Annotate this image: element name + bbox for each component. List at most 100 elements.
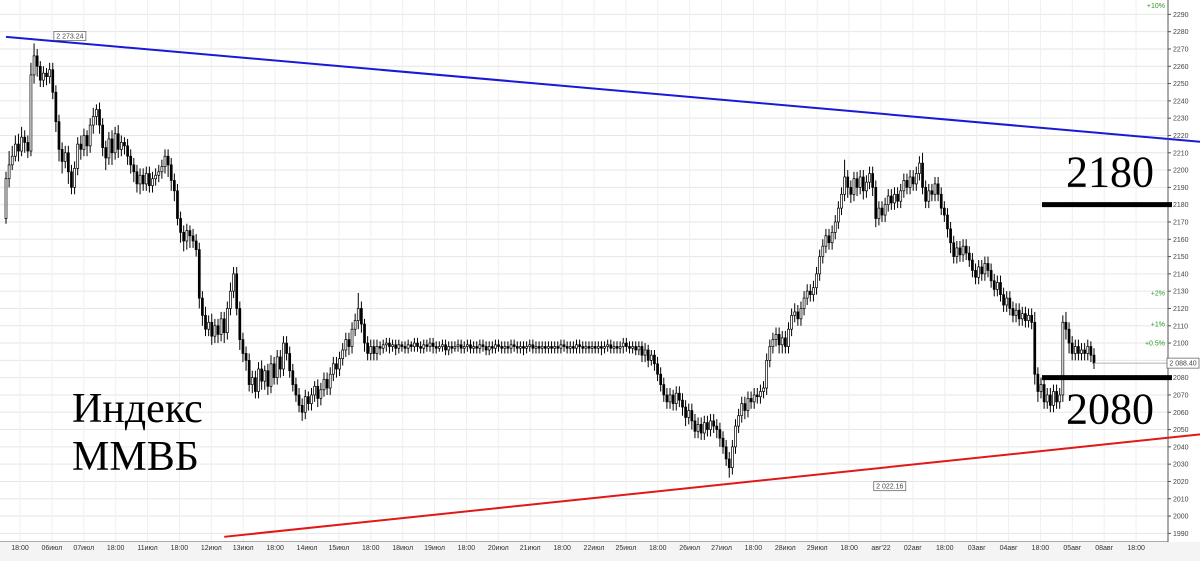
candle bbox=[840, 187, 843, 216]
candle bbox=[1070, 336, 1074, 361]
candle bbox=[519, 341, 522, 354]
candle bbox=[868, 166, 871, 190]
candle bbox=[338, 351, 341, 376]
x-tick-label: 21июл bbox=[520, 545, 541, 552]
candle bbox=[746, 391, 750, 418]
current-price-box bbox=[1166, 357, 1200, 369]
candle bbox=[908, 170, 912, 195]
candle bbox=[419, 341, 422, 354]
candle bbox=[628, 341, 631, 354]
candle bbox=[1055, 384, 1058, 409]
candle bbox=[182, 225, 186, 252]
y-tick-label: 2280 bbox=[1173, 29, 1189, 36]
candle bbox=[244, 346, 248, 371]
candle bbox=[313, 381, 316, 402]
candle bbox=[469, 339, 472, 354]
time-axis-band bbox=[0, 542, 1200, 561]
candle bbox=[790, 308, 793, 337]
candle bbox=[428, 337, 432, 352]
candle bbox=[830, 225, 834, 250]
candle bbox=[737, 408, 740, 434]
candle bbox=[1049, 388, 1052, 413]
candle bbox=[593, 341, 597, 354]
candle bbox=[668, 388, 672, 409]
candles bbox=[4, 43, 1096, 478]
x-tick-label: 28июл bbox=[775, 545, 796, 552]
candle bbox=[79, 135, 83, 160]
x-tick-label: 18:00 bbox=[553, 545, 571, 552]
candle bbox=[278, 349, 282, 378]
candle bbox=[478, 339, 482, 354]
candle bbox=[1014, 303, 1018, 323]
candle bbox=[1042, 377, 1046, 409]
candle bbox=[375, 339, 379, 361]
annotation-label: 2 022.16 bbox=[876, 484, 903, 491]
candle bbox=[964, 239, 968, 261]
x-tick-label: 22июл bbox=[584, 545, 605, 552]
candle bbox=[774, 327, 778, 347]
candle bbox=[634, 341, 638, 356]
candle bbox=[472, 341, 475, 354]
candle bbox=[7, 151, 11, 188]
candle bbox=[144, 166, 148, 191]
candle bbox=[674, 386, 678, 411]
y-tick-label: 2200 bbox=[1173, 168, 1189, 175]
candle bbox=[1077, 339, 1080, 361]
candle bbox=[487, 341, 491, 356]
candle bbox=[331, 356, 335, 382]
candle bbox=[777, 327, 781, 354]
pct-label: +0.5% bbox=[1145, 341, 1165, 348]
candle bbox=[939, 187, 943, 216]
level-label-2080: 2080 bbox=[1066, 385, 1154, 434]
candle bbox=[805, 284, 809, 306]
candle bbox=[618, 341, 622, 354]
candle bbox=[749, 391, 753, 409]
candle bbox=[14, 135, 17, 162]
candle bbox=[852, 171, 856, 202]
candle bbox=[874, 180, 878, 228]
candle bbox=[559, 339, 563, 354]
y-tick-label: 2230 bbox=[1173, 116, 1189, 123]
candle bbox=[883, 197, 887, 222]
candle bbox=[1008, 291, 1012, 316]
candle bbox=[824, 228, 828, 254]
candle bbox=[494, 339, 497, 354]
candle bbox=[528, 339, 532, 352]
candle bbox=[837, 201, 840, 229]
candle bbox=[344, 332, 348, 357]
x-tick-label: 18:00 bbox=[1127, 545, 1145, 552]
candle bbox=[961, 239, 965, 262]
candle bbox=[179, 211, 182, 243]
y-tick-label: 2240 bbox=[1173, 98, 1189, 105]
candle bbox=[197, 242, 201, 309]
candle bbox=[1089, 341, 1093, 363]
candle bbox=[104, 140, 108, 171]
candle bbox=[10, 145, 14, 171]
x-tick-label: 18:00 bbox=[745, 545, 763, 552]
candle bbox=[157, 164, 161, 183]
candle bbox=[126, 138, 129, 165]
candle bbox=[101, 118, 104, 157]
candle bbox=[846, 170, 850, 198]
candle bbox=[924, 180, 928, 209]
candle bbox=[515, 341, 519, 354]
candle bbox=[20, 126, 23, 157]
candle bbox=[625, 337, 628, 352]
candle bbox=[425, 339, 429, 352]
x-tick-label: 20июл bbox=[488, 545, 509, 552]
y-tick-label: 2110 bbox=[1173, 323, 1188, 330]
x-tick-label: 13июл bbox=[233, 545, 254, 552]
candle bbox=[207, 315, 210, 337]
y-tick-label: 2070 bbox=[1173, 392, 1189, 399]
candle bbox=[799, 301, 803, 326]
candle bbox=[684, 400, 687, 427]
candle bbox=[347, 332, 351, 356]
candle bbox=[409, 341, 413, 352]
candle bbox=[600, 341, 603, 356]
candle bbox=[752, 388, 756, 409]
candle bbox=[444, 339, 447, 356]
candle bbox=[531, 339, 535, 354]
candle bbox=[497, 339, 500, 352]
candle bbox=[914, 166, 918, 191]
x-tick-label: 12июл bbox=[201, 545, 222, 552]
